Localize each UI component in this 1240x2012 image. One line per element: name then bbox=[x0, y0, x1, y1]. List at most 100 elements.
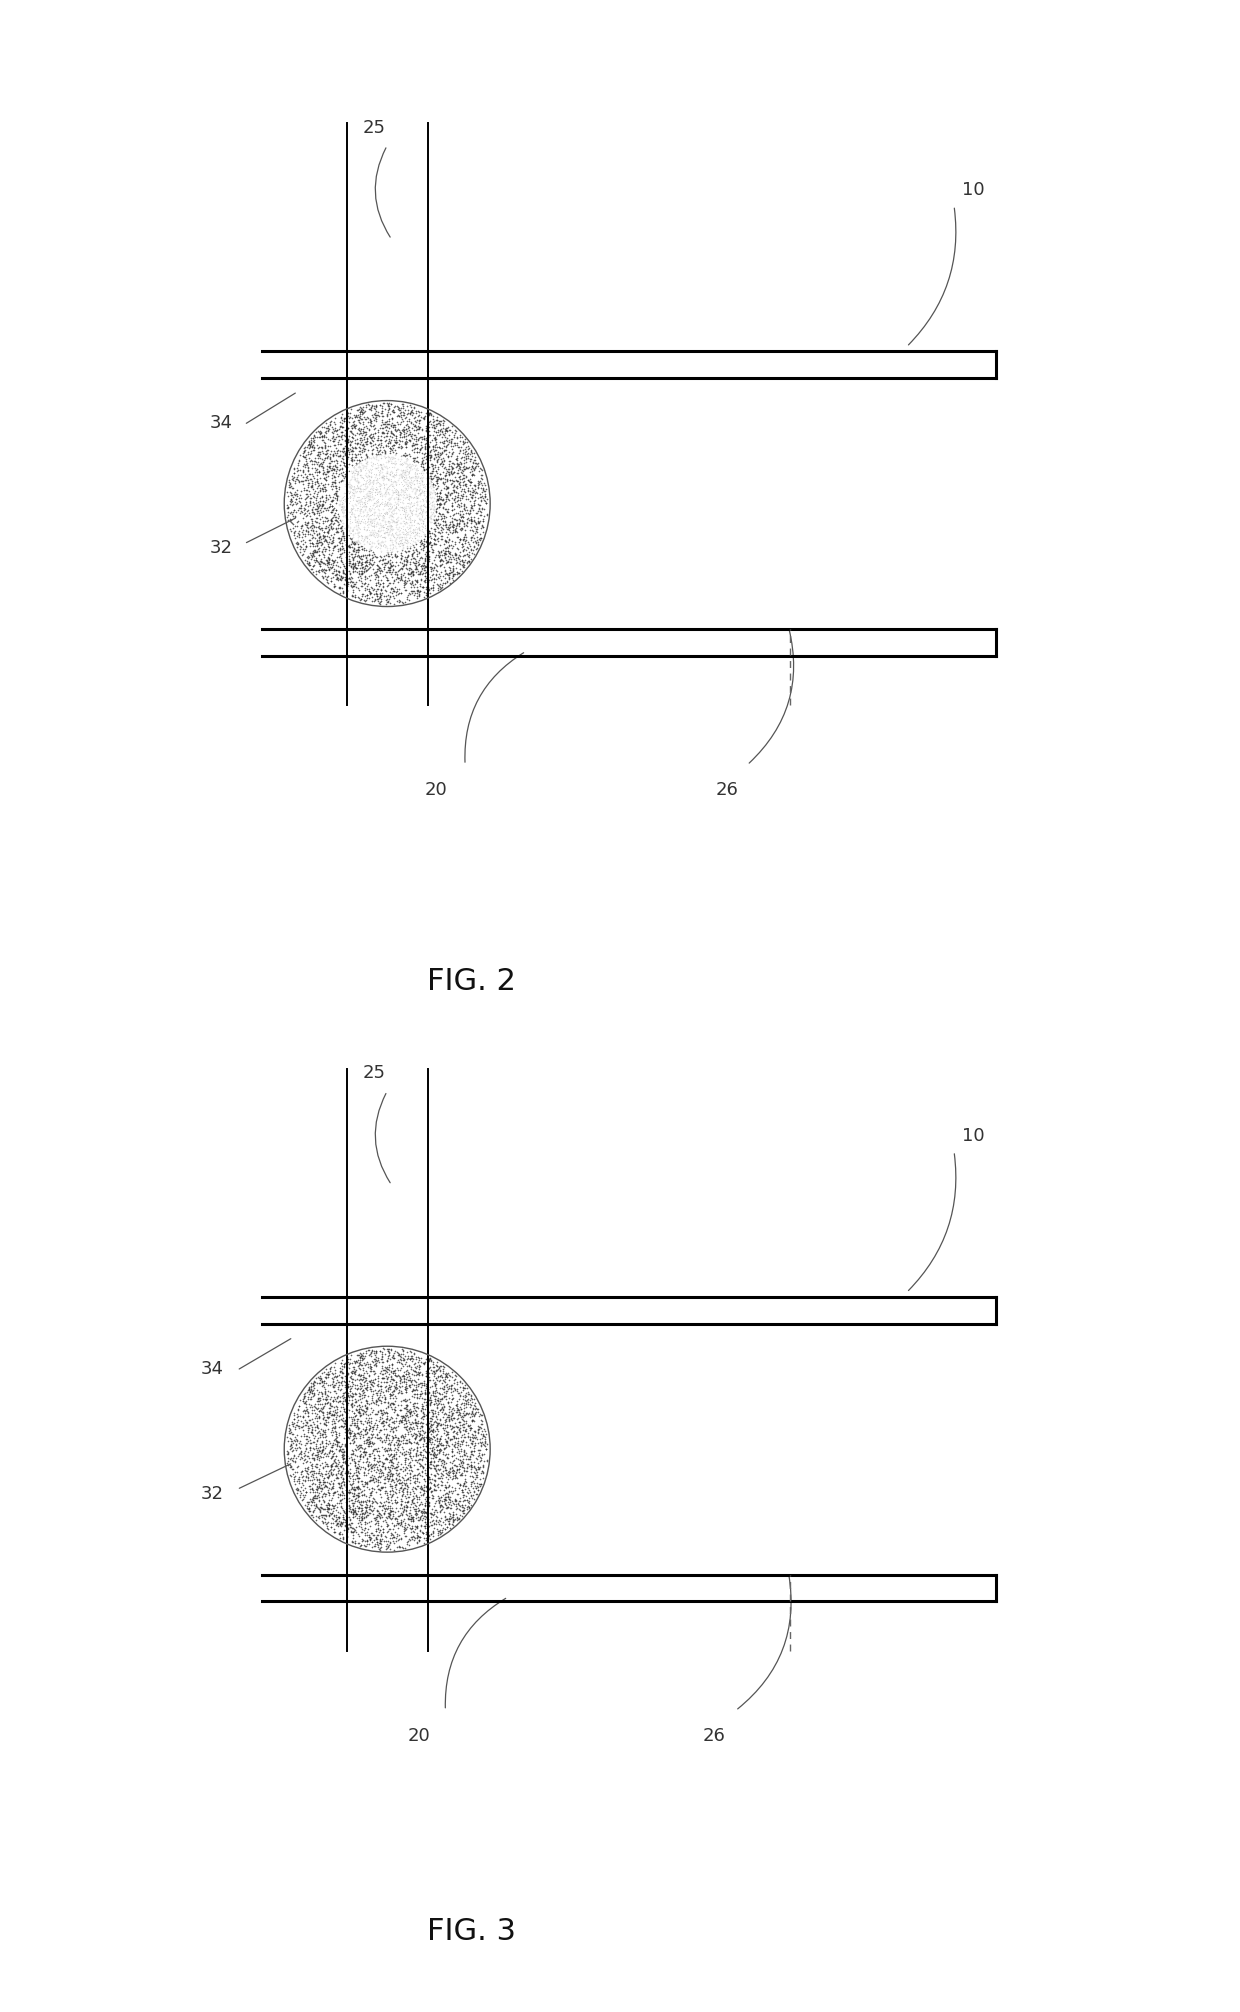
Point bbox=[353, 1487, 373, 1519]
Point bbox=[353, 1427, 373, 1459]
Point bbox=[325, 1477, 345, 1509]
Point bbox=[330, 539, 350, 571]
Point bbox=[407, 1380, 427, 1412]
Point bbox=[326, 1509, 346, 1541]
Point bbox=[398, 1525, 418, 1557]
Point bbox=[398, 443, 418, 475]
Point bbox=[441, 437, 461, 469]
Point bbox=[386, 1354, 405, 1386]
Point bbox=[322, 425, 342, 457]
Point bbox=[404, 467, 424, 499]
Point bbox=[432, 475, 451, 507]
Point bbox=[330, 1517, 350, 1549]
Point bbox=[398, 1392, 418, 1424]
Point bbox=[368, 451, 388, 483]
Point bbox=[346, 1497, 366, 1529]
Point bbox=[326, 1390, 346, 1422]
Point bbox=[315, 1485, 335, 1517]
Point bbox=[374, 1382, 394, 1414]
Point bbox=[311, 491, 331, 523]
Point bbox=[434, 404, 454, 437]
Point bbox=[300, 1445, 320, 1477]
Point bbox=[347, 1479, 367, 1511]
Point bbox=[312, 423, 332, 455]
Point bbox=[321, 1449, 341, 1481]
Point bbox=[334, 1439, 353, 1471]
Point bbox=[460, 1420, 480, 1453]
Point bbox=[321, 1451, 341, 1483]
Point bbox=[334, 1378, 353, 1410]
Point bbox=[335, 1469, 355, 1501]
Point bbox=[381, 1481, 401, 1513]
Point bbox=[387, 1465, 407, 1497]
Point bbox=[394, 1402, 414, 1435]
Point bbox=[320, 443, 340, 475]
Point bbox=[424, 469, 444, 501]
Point bbox=[342, 1495, 362, 1527]
Point bbox=[348, 1471, 368, 1503]
Point bbox=[404, 1422, 424, 1455]
Point bbox=[361, 1356, 381, 1388]
Point bbox=[407, 581, 427, 614]
Point bbox=[440, 499, 460, 531]
Point bbox=[324, 1495, 343, 1527]
Point bbox=[392, 1334, 412, 1366]
Point bbox=[401, 418, 420, 451]
Point bbox=[362, 1473, 382, 1505]
Point bbox=[466, 1392, 486, 1424]
Point bbox=[373, 1394, 393, 1427]
Point bbox=[317, 1495, 337, 1527]
Point bbox=[334, 457, 353, 489]
Point bbox=[321, 1443, 341, 1475]
Point bbox=[304, 431, 324, 463]
Point bbox=[383, 443, 403, 475]
Point bbox=[409, 1523, 429, 1555]
Point bbox=[355, 427, 374, 459]
Point bbox=[440, 1457, 460, 1489]
Point bbox=[432, 1463, 451, 1495]
Point bbox=[384, 495, 404, 527]
Point bbox=[417, 1420, 436, 1453]
Point bbox=[403, 467, 423, 499]
Point bbox=[356, 1513, 376, 1545]
Point bbox=[368, 485, 388, 517]
Point bbox=[444, 1410, 464, 1443]
Point bbox=[470, 1445, 490, 1477]
Point bbox=[433, 447, 453, 479]
Point bbox=[423, 487, 443, 519]
Point bbox=[312, 1366, 332, 1398]
Point bbox=[379, 392, 399, 425]
Point bbox=[415, 551, 435, 583]
Point bbox=[430, 549, 450, 581]
Point bbox=[326, 1422, 346, 1455]
Point bbox=[389, 392, 409, 425]
Point bbox=[321, 1431, 341, 1463]
Point bbox=[309, 1501, 329, 1533]
Point bbox=[317, 565, 337, 598]
Point bbox=[412, 495, 432, 527]
Point bbox=[340, 400, 360, 433]
Point bbox=[428, 1495, 448, 1527]
Point bbox=[362, 435, 382, 467]
Point bbox=[451, 527, 471, 559]
Point bbox=[348, 1396, 368, 1429]
Point bbox=[352, 1370, 372, 1402]
Point bbox=[324, 1398, 343, 1431]
Point bbox=[381, 1427, 401, 1459]
Point bbox=[428, 1507, 448, 1539]
Point bbox=[343, 527, 363, 559]
Point bbox=[329, 459, 348, 491]
Point bbox=[281, 499, 301, 531]
Point bbox=[378, 517, 398, 549]
Point bbox=[381, 1517, 401, 1549]
Point bbox=[433, 412, 453, 445]
Point bbox=[399, 1467, 419, 1499]
Point bbox=[379, 1497, 399, 1529]
Point bbox=[329, 521, 348, 553]
Point bbox=[381, 455, 401, 487]
Point bbox=[420, 459, 440, 491]
Point bbox=[372, 1471, 392, 1503]
Point bbox=[436, 414, 456, 447]
Point bbox=[351, 485, 371, 517]
Point bbox=[309, 1471, 329, 1503]
